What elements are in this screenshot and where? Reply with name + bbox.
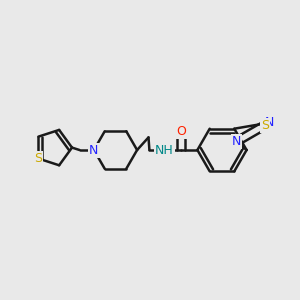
Text: N: N xyxy=(265,116,274,129)
Text: NH: NH xyxy=(155,143,174,157)
Text: O: O xyxy=(176,125,186,139)
Text: S: S xyxy=(34,152,42,165)
Text: N: N xyxy=(232,135,241,148)
Text: N: N xyxy=(89,143,99,157)
Text: S: S xyxy=(261,118,269,132)
